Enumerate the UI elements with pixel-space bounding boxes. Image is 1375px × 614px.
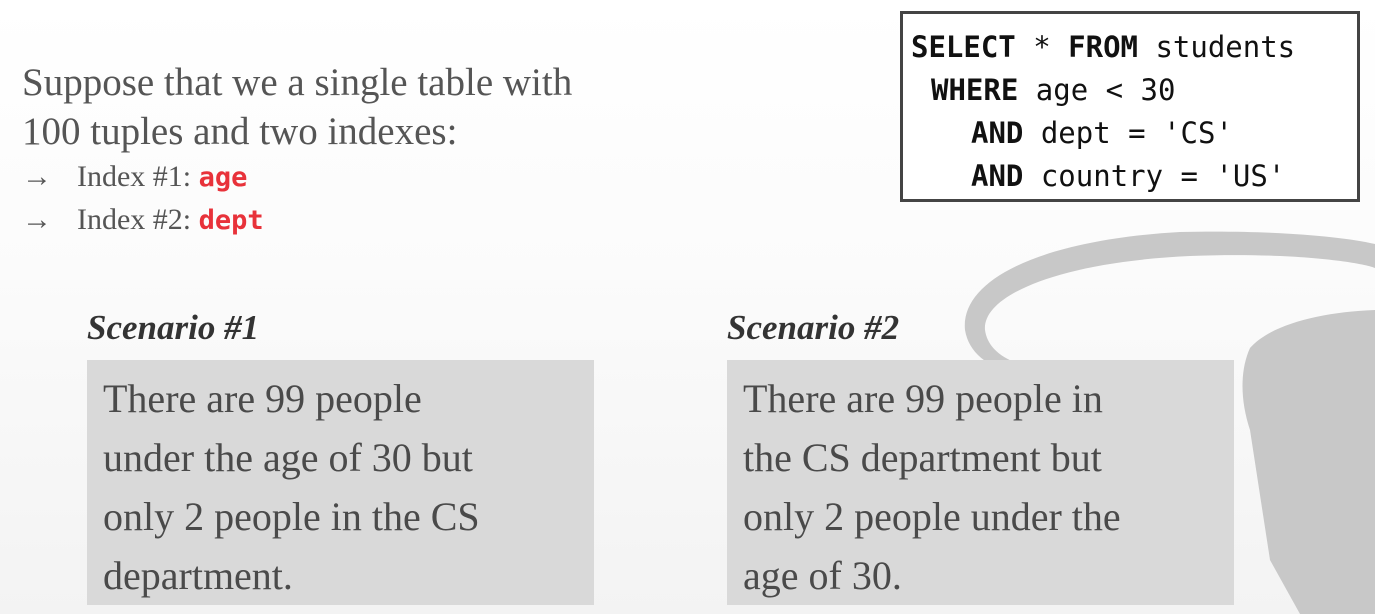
sql-keyword: AND — [971, 159, 1024, 193]
sql-query-box: SELECT * FROM students WHERE age < 30 AN… — [900, 11, 1360, 202]
intro-text: Suppose that we a single table with 100 … — [22, 58, 722, 242]
scenario-2-title: Scenario #2 — [727, 308, 900, 347]
scenario-1-line: department. — [103, 553, 293, 598]
scenario-1-title: Scenario #1 — [87, 308, 260, 347]
index-key-dept: dept — [198, 205, 264, 236]
sql-text: age < 30 — [1018, 73, 1176, 107]
arrow-icon: → — [22, 160, 52, 193]
sql-line-3: AND dept = 'CS' — [911, 112, 1357, 155]
sql-keyword: AND — [971, 116, 1024, 150]
scenario-2-box: There are 99 people in the CS department… — [727, 360, 1234, 605]
scenario-1-line: under the age of 30 but — [103, 435, 473, 480]
sql-keyword: SELECT — [911, 30, 1016, 64]
index-bullet-2: → Index #2: dept — [22, 199, 722, 242]
scenario-2-line: age of 30. — [743, 553, 902, 598]
database-side-band — [1242, 310, 1375, 614]
sql-line-1: SELECT * FROM students — [911, 26, 1357, 69]
sql-line-2: WHERE age < 30 — [911, 69, 1357, 112]
index-bullet-1: → Index #1: age — [22, 156, 722, 199]
index-key-age: age — [198, 162, 248, 193]
sql-line-4: AND country = 'US' — [911, 155, 1357, 198]
scenario-1-box: There are 99 people under the age of 30 … — [87, 360, 594, 605]
sql-text: country = 'US' — [1023, 159, 1286, 193]
database-top-ring — [964, 231, 1375, 380]
arrow-icon: → — [22, 203, 52, 236]
scenario-2-line: There are 99 people in — [743, 376, 1103, 421]
intro-line-1: Suppose that we a single table with — [22, 61, 573, 104]
intro-line-2: 100 tuples and two indexes: — [22, 110, 458, 153]
sql-text: students — [1138, 30, 1296, 64]
index-label: Index #1: — [77, 160, 199, 193]
scenario-2-line: only 2 people under the — [743, 494, 1121, 539]
sql-text: dept = 'CS' — [1023, 116, 1233, 150]
scenario-1-line: only 2 people in the CS — [103, 494, 480, 539]
scenario-1-line: There are 99 people — [103, 376, 422, 421]
scenario-2-line: the CS department but — [743, 435, 1102, 480]
index-label: Index #2: — [77, 203, 199, 236]
sql-text: * — [1015, 30, 1069, 64]
sql-keyword: WHERE — [931, 73, 1019, 107]
sql-keyword: FROM — [1068, 30, 1138, 64]
